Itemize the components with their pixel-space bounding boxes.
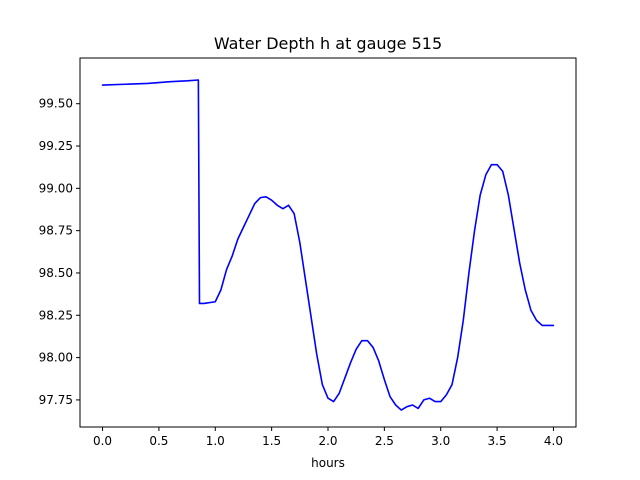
x-tick-label: 3.5 [488,434,507,448]
y-tick-label: 99.00 [39,181,73,195]
plot-frame [79,57,577,428]
x-tick-label: 2.0 [318,434,337,448]
y-tick-label: 98.00 [39,351,73,365]
x-tick-label: 1.5 [262,434,281,448]
x-tick-label: 3.0 [431,434,450,448]
x-tick-label: 1.0 [206,434,225,448]
series-layer [101,79,555,411]
y-tick-label: 99.25 [39,139,73,153]
x-tick-label: 0.0 [93,434,112,448]
x-tick-label: 2.5 [375,434,394,448]
chart-title: Water Depth h at gauge 515 [214,34,442,53]
x-tick-label: 4.0 [544,434,563,448]
y-tick-label: 98.75 [39,224,73,238]
series-line [101,79,555,411]
y-tick-label: 97.75 [39,393,73,407]
x-axis-label: hours [311,456,345,470]
y-tick-label: 98.50 [39,266,73,280]
tick-layer: 0.0 0.5 1.0 1.5 2.0 2.5 3.0 3.5 4.0 97.75 98.00 98.… [39,97,563,448]
y-tick-label: 98.25 [39,308,73,322]
y-tick-label: 99.50 [39,97,73,111]
x-tick-label: 0.5 [149,434,168,448]
